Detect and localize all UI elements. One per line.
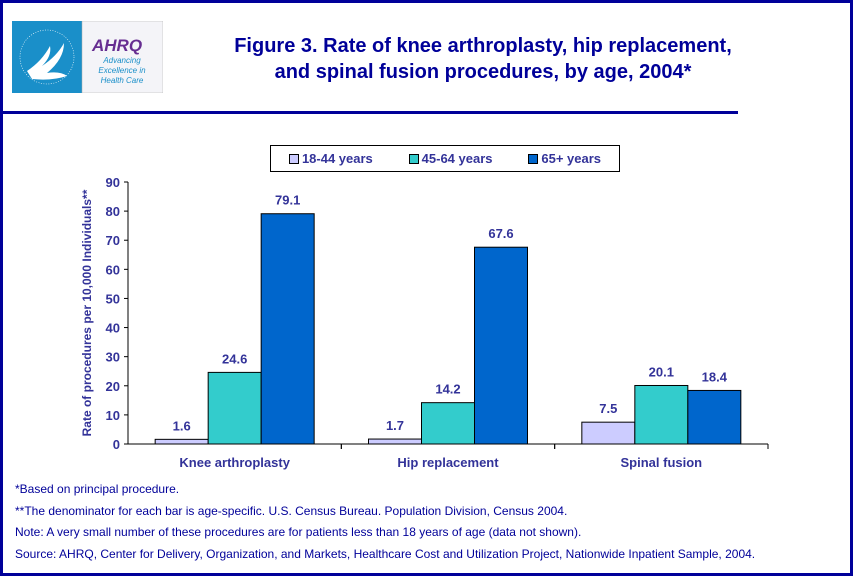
chart-title: Figure 3. Rate of knee arthroplasty, hip… <box>203 33 763 85</box>
data-label: 18.4 <box>702 369 728 384</box>
category-label: Knee arthroplasty <box>179 455 290 470</box>
data-label: 67.6 <box>488 226 513 241</box>
bar <box>154 438 209 445</box>
data-label: 1.7 <box>386 418 404 433</box>
bar <box>687 389 742 445</box>
svg-text:Health Care: Health Care <box>101 76 144 85</box>
y-tick-label: 60 <box>106 262 120 277</box>
data-label: 24.6 <box>222 351 247 366</box>
y-tick-label: 80 <box>106 204 120 219</box>
bar-chart: 0 10 20 30 40 50 60 70 80 90 Rate of procedures pe… <box>80 175 769 470</box>
data-label: 1.6 <box>173 418 191 433</box>
footnote-1: *Based on principal procedure. <box>15 482 180 496</box>
bar <box>421 402 475 445</box>
legend-item-65plus: 65+ years <box>528 151 601 166</box>
y-tick-label: 40 <box>106 321 120 336</box>
y-tick-label: 50 <box>106 291 120 306</box>
svg-text:Advancing: Advancing <box>102 56 141 65</box>
legend-swatch <box>288 153 299 164</box>
data-label: 7.5 <box>599 401 617 416</box>
data-label: 14.2 <box>435 382 460 397</box>
footnote-2: **The denominator for each bar is age-sp… <box>15 504 568 518</box>
y-tick-label: 20 <box>106 379 120 394</box>
y-tick-label: 70 <box>106 233 120 248</box>
bar <box>581 421 636 445</box>
bar <box>368 438 422 445</box>
bar <box>474 246 528 445</box>
bar <box>207 371 262 445</box>
y-tick-label: 0 <box>113 437 120 452</box>
category-label: Spinal fusion <box>621 455 703 470</box>
legend-label: 18-44 years <box>301 151 373 166</box>
legend-swatch <box>528 153 539 164</box>
legend-item-45-64: 45-64 years <box>408 151 493 166</box>
title-line-1: Figure 3. Rate of knee arthroplasty, hip… <box>234 35 732 57</box>
category-label: Hip replacement <box>397 455 499 470</box>
header-divider <box>3 111 738 114</box>
y-tick-label: 30 <box>106 350 120 365</box>
legend: 18-44 years 45-64 years 65+ years <box>270 145 620 172</box>
svg-text:AHRQ: AHRQ <box>91 36 142 55</box>
bar <box>260 213 315 445</box>
footnote-3: Note: A very small number of these proce… <box>15 525 582 539</box>
y-axis-label: Rate of procedures per 10,000 Individual… <box>80 189 94 436</box>
data-label: 20.1 <box>649 364 674 379</box>
legend-swatch <box>408 153 419 164</box>
svg-text:Excellence in: Excellence in <box>98 66 146 75</box>
data-label: 79.1 <box>275 193 300 208</box>
source-note: Source: AHRQ, Center for Delivery, Organ… <box>15 547 756 561</box>
title-line-2: and spinal fusion procedures, by age, 20… <box>274 61 692 83</box>
bar <box>634 384 689 445</box>
y-tick-label: 90 <box>106 175 120 190</box>
hhs-ahrq-logo: AHRQ Advancing Excellence in Health Care <box>12 21 163 93</box>
legend-item-18-44: 18-44 years <box>288 151 373 166</box>
y-tick-label: 10 <box>106 408 120 423</box>
legend-label: 65+ years <box>541 151 602 166</box>
legend-label: 45-64 years <box>421 151 493 166</box>
